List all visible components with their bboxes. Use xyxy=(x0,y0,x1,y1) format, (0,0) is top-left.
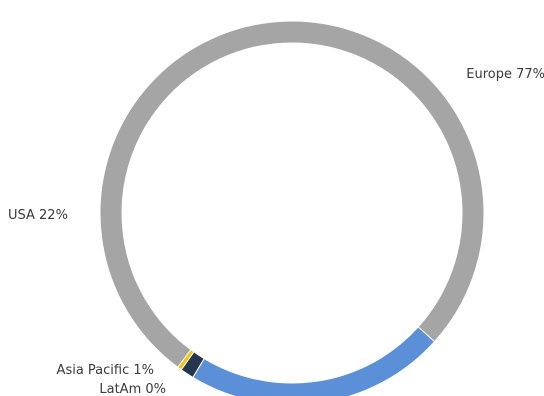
slice-usa xyxy=(192,326,436,396)
slice-europe xyxy=(99,20,485,369)
data-label-usa: USA 22% xyxy=(8,208,68,223)
slice-latam xyxy=(177,348,195,371)
data-label-asia-pacific: Asia Pacific 1% xyxy=(57,363,154,378)
donut-labels: Europe 77% USA 22% Asia Pacific 1% LatAm 0% xyxy=(8,67,544,396)
data-label-latam: LatAm 0% xyxy=(99,382,166,396)
donut-slices xyxy=(99,20,485,396)
data-label-europe: Europe 77% xyxy=(466,67,544,82)
